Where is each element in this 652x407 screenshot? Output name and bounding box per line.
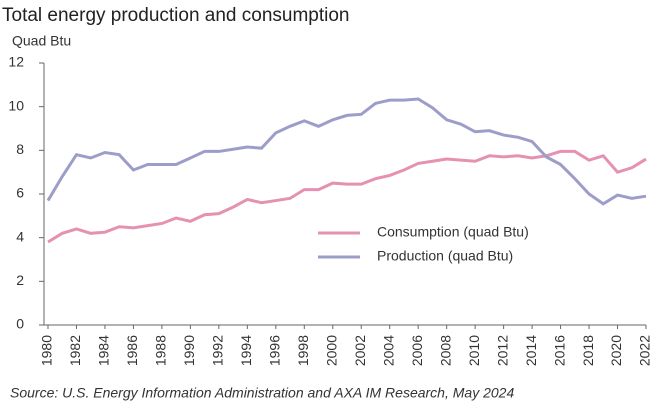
x-tick-label: 2020 [608, 335, 624, 366]
x-tick-label: 2012 [494, 335, 510, 366]
chart-title: Total energy production and consumption [2, 5, 350, 26]
legend-label: Consumption (quad Btu) [377, 224, 529, 240]
x-tick-label: 2018 [580, 335, 596, 366]
y-axis-label: Quad Btu [12, 33, 71, 49]
y-tick-label: 10 [8, 97, 24, 113]
x-tick-label: 1998 [295, 335, 311, 366]
x-tick-label: 2022 [637, 335, 652, 366]
y-tick-label: 2 [16, 272, 24, 288]
x-tick-label: 2004 [380, 335, 396, 366]
y-tick-label: 4 [16, 228, 24, 244]
y-tick-label: 0 [16, 316, 24, 332]
x-tick-label: 1992 [210, 335, 226, 366]
x-tick-label: 1996 [267, 335, 283, 366]
x-tick-label: 1980 [39, 335, 55, 366]
legend-label: Production (quad Btu) [377, 248, 513, 264]
x-tick-label: 1984 [96, 335, 112, 366]
series-line [47, 149, 647, 244]
x-tick-label: 2006 [409, 335, 425, 366]
x-tick-label: 1986 [124, 335, 140, 366]
y-tick-label: 12 [8, 54, 24, 70]
x-tick-label: 1982 [67, 335, 83, 366]
x-tick-label: 2014 [523, 335, 539, 366]
source: Source: U.S. Energy Information Administ… [10, 385, 514, 401]
x-tick-label: 1988 [153, 335, 169, 366]
x-tick-label: 2010 [466, 335, 482, 366]
x-tick-label: 1990 [181, 335, 197, 366]
x-tick-label: 2000 [323, 335, 339, 366]
series-line [46, 97, 647, 206]
y-tick-label: 6 [16, 185, 24, 201]
y-tick-label: 8 [16, 141, 24, 157]
x-tick-label: 2016 [551, 335, 567, 366]
x-tick-label: 2002 [352, 335, 368, 366]
x-tick-label: 1994 [238, 335, 254, 366]
x-tick-label: 2008 [437, 335, 453, 366]
